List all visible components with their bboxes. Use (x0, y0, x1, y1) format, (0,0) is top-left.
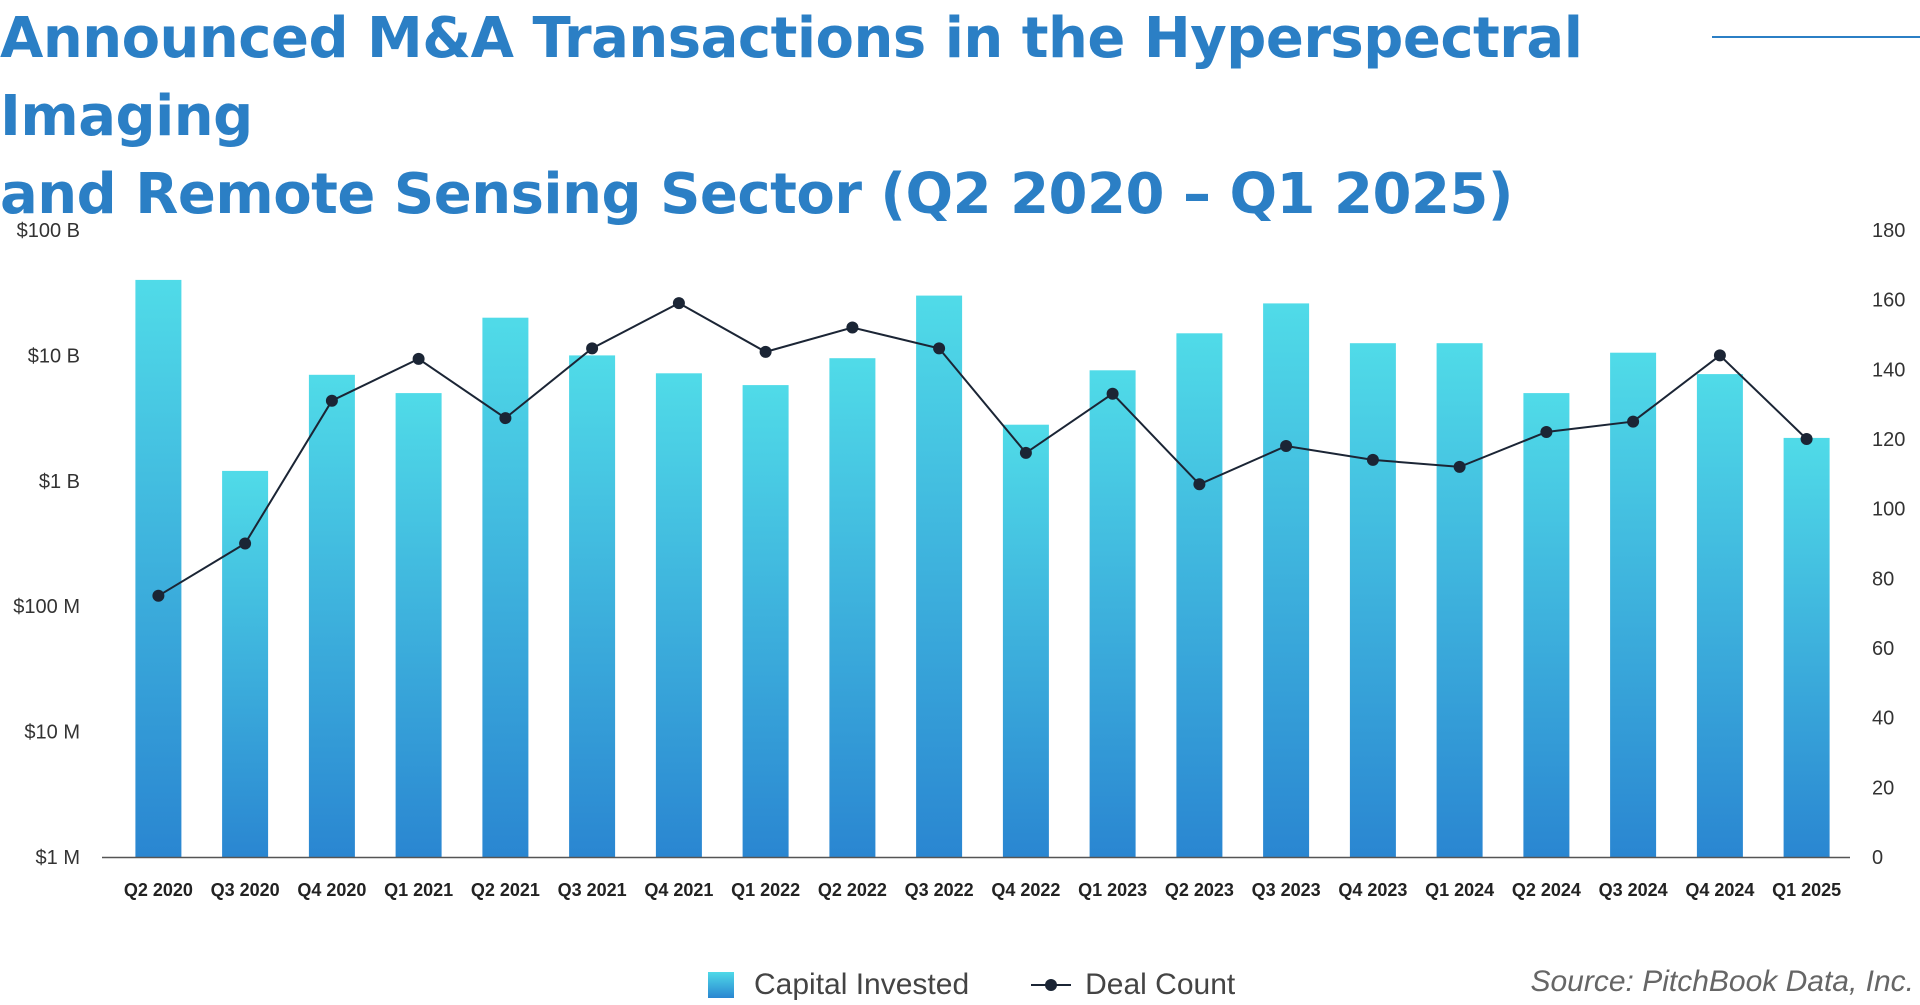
x-tick-label: Q3 2022 (905, 880, 974, 900)
point-q3-2022 (933, 342, 946, 355)
left-tick-label: $1 B (39, 471, 80, 493)
point-q2-2023 (1193, 478, 1206, 491)
bar-q1-2024 (1436, 343, 1483, 857)
point-q2-2021 (499, 412, 512, 425)
legend: Capital Invested Deal Count (708, 965, 1235, 1005)
legend-label-capital-invested: Capital Invested (754, 968, 970, 1001)
chart-title: Announced M&A Transactions in the Hypers… (0, 0, 1720, 234)
right-tick-label: 180 (1872, 220, 1905, 242)
point-q2-2020 (152, 589, 165, 602)
bar-q2-2024 (1523, 393, 1570, 857)
x-tick-label: Q1 2023 (1078, 880, 1147, 900)
point-q3-2021 (586, 342, 599, 355)
point-q3-2023 (1280, 440, 1293, 452)
bar-q4-2023 (1349, 343, 1396, 857)
legend-label-deal-count: Deal Count (1085, 968, 1236, 1001)
chart-title-line-2: and Remote Sensing Sector (Q2 2020 – Q1 … (0, 162, 1513, 227)
source-note: Source: PitchBook Data, Inc. (1530, 965, 1914, 998)
bar-q4-2022 (1002, 424, 1049, 857)
right-tick-label: 0 (1872, 847, 1883, 869)
x-tick-label: Q3 2020 (211, 880, 280, 900)
point-q4-2023 (1366, 453, 1379, 466)
right-tick-label: 60 (1872, 638, 1894, 660)
right-tick-label: 100 (1872, 499, 1905, 521)
bar-q3-2021 (569, 355, 616, 857)
left-tick-label: $1 M (36, 847, 80, 869)
left-tick-label: $100 B (17, 220, 80, 242)
x-tick-label: Q1 2021 (384, 880, 453, 900)
legend-item-deal-count: Deal Count (1031, 968, 1235, 1002)
point-q1-2022 (759, 345, 772, 358)
bar-q2-2021 (482, 317, 529, 857)
point-q4-2024 (1713, 349, 1726, 362)
x-tick-label: Q2 2020 (124, 880, 193, 900)
right-tick-label: 140 (1872, 359, 1905, 381)
x-tick-label: Q2 2021 (471, 880, 540, 900)
x-tick-label: Q2 2022 (818, 880, 887, 900)
x-tick-label: Q4 2021 (644, 880, 713, 900)
x-tick-label: Q1 2024 (1425, 880, 1494, 900)
x-tick-label: Q2 2024 (1512, 880, 1581, 900)
x-tick-label: Q1 2025 (1772, 880, 1841, 900)
right-tick-label: 120 (1872, 429, 1905, 451)
right-tick-label: 20 (1872, 777, 1894, 799)
left-tick-label: $10 M (24, 722, 80, 744)
x-tick-label: Q3 2023 (1252, 880, 1321, 900)
left-tick-label: $10 B (28, 345, 80, 367)
bar-q4-2024 (1696, 374, 1743, 857)
left-tick-label: $100 M (13, 596, 80, 618)
x-tick-label: Q3 2021 (558, 880, 627, 900)
x-tick-label: Q3 2024 (1599, 880, 1668, 900)
point-q4-2021 (672, 297, 685, 310)
point-q3-2024 (1627, 415, 1640, 428)
bar-q3-2022 (916, 295, 963, 858)
title-rule (1712, 36, 1920, 38)
x-tick-label: Q4 2023 (1338, 880, 1407, 900)
x-tick-label: Q4 2022 (991, 880, 1060, 900)
bar-q4-2021 (655, 373, 702, 857)
x-tick-label: Q4 2024 (1685, 880, 1754, 900)
line-series-deal-count (157, 301, 1808, 597)
chart-canvas: $1 M $10 M $100 M $1 B $10 B $100 B 0 20 40 60 80… (13, 220, 1905, 900)
point-q1-2025 (1800, 433, 1813, 445)
left-axis-ticks: $1 M $10 M $100 M $1 B $10 B $100 B (13, 220, 80, 869)
bar-q3-2024 (1610, 352, 1657, 857)
point-q3-2020 (239, 537, 252, 550)
bar-series-capital-invested (135, 279, 1830, 858)
right-tick-label: 40 (1872, 708, 1894, 730)
bar-q4-2020 (308, 374, 355, 857)
x-axis-ticks: Q2 2020 Q3 2020 Q4 2020 Q1 2021 Q2 2021 Q3 20… (124, 880, 1841, 900)
point-q2-2024 (1540, 426, 1553, 438)
bar-q1-2025 (1783, 437, 1830, 857)
legend-swatch-bar (708, 972, 734, 998)
point-q1-2023 (1106, 387, 1119, 400)
bar-q2-2023 (1176, 333, 1223, 857)
bar-q3-2023 (1263, 303, 1310, 857)
point-q4-2020 (325, 394, 338, 407)
bar-q1-2021 (395, 393, 442, 857)
chart-title-line-1: Announced M&A Transactions in the Hypers… (0, 6, 1583, 149)
legend-line-marker-icon (1031, 979, 1072, 991)
bar-q3-2020 (222, 470, 269, 857)
point-q2-2022 (846, 321, 859, 334)
point-q1-2021 (412, 352, 425, 365)
right-tick-label: 160 (1872, 290, 1905, 312)
bar-q2-2022 (829, 358, 876, 857)
right-axis-ticks: 0 20 40 60 80 100 120 140 160 180 (1872, 220, 1905, 869)
x-tick-label: Q2 2023 (1165, 880, 1234, 900)
x-tick-label: Q1 2022 (731, 880, 800, 900)
legend-item-capital-invested: Capital Invested (708, 968, 969, 1002)
bar-q1-2022 (742, 385, 789, 857)
bar-q2-2020 (135, 279, 182, 857)
point-q4-2022 (1019, 446, 1032, 459)
point-q1-2024 (1453, 460, 1466, 473)
x-tick-label: Q4 2020 (297, 880, 366, 900)
bar-q1-2023 (1089, 370, 1136, 857)
right-tick-label: 80 (1872, 568, 1894, 590)
deal-count-points (152, 297, 1813, 602)
